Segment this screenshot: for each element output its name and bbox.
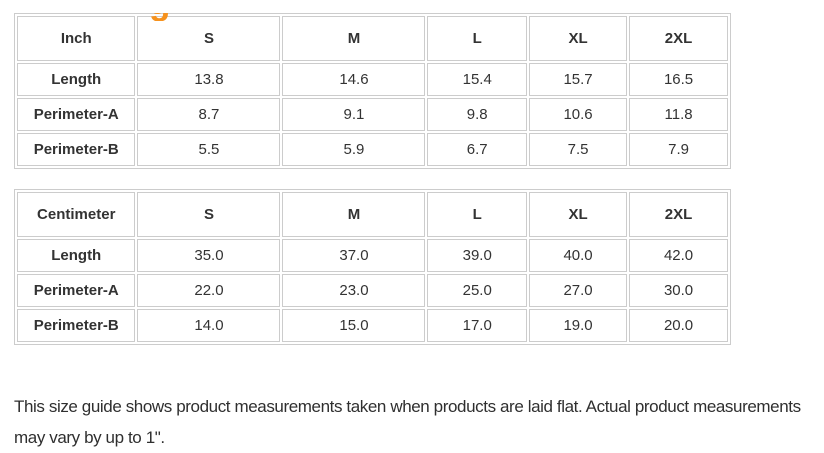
column-header-l: L bbox=[427, 16, 527, 61]
size-value: 6.7 bbox=[427, 133, 527, 166]
clipped-heading-glyph: g bbox=[149, 13, 170, 20]
size-value: 35.0 bbox=[137, 239, 281, 272]
size-value: 15.7 bbox=[529, 63, 628, 96]
column-header-m: M bbox=[282, 16, 426, 61]
column-header-2xl: 2XL bbox=[629, 16, 728, 61]
size-value: 14.0 bbox=[137, 309, 281, 342]
size-value: 15.0 bbox=[282, 309, 426, 342]
row-label: Perimeter-B bbox=[17, 133, 136, 166]
size-value: 13.8 bbox=[137, 63, 281, 96]
row-label: Perimeter-A bbox=[17, 274, 136, 307]
table-row-length: Length 13.8 14.6 15.4 15.7 16.5 bbox=[17, 63, 728, 96]
clipped-heading: g bbox=[148, 13, 178, 21]
size-value: 9.8 bbox=[427, 98, 527, 131]
size-value: 16.5 bbox=[629, 63, 728, 96]
centimeter-size-table: Centimeter S M L XL 2XL Length 35.0 37.0… bbox=[14, 189, 731, 345]
table-row-perimeter-b: Perimeter-B 5.5 5.9 6.7 7.5 7.9 bbox=[17, 133, 728, 166]
inch-size-table: Inch S M L XL 2XL Length 13.8 14.6 15.4 … bbox=[14, 13, 731, 169]
size-value: 8.7 bbox=[137, 98, 281, 131]
size-value: 20.0 bbox=[629, 309, 728, 342]
row-label: Perimeter-B bbox=[17, 309, 136, 342]
column-header-m: M bbox=[282, 192, 426, 237]
size-value: 40.0 bbox=[529, 239, 628, 272]
size-value: 30.0 bbox=[629, 274, 728, 307]
row-label: Perimeter-A bbox=[17, 98, 136, 131]
size-value: 11.8 bbox=[629, 98, 728, 131]
size-value: 14.6 bbox=[282, 63, 426, 96]
table-row-perimeter-a: Perimeter-A 8.7 9.1 9.8 10.6 11.8 bbox=[17, 98, 728, 131]
row-label: Length bbox=[17, 63, 136, 96]
size-value: 17.0 bbox=[427, 309, 527, 342]
size-value: 7.9 bbox=[629, 133, 728, 166]
size-guide-note: This size guide shows product measuremen… bbox=[14, 397, 801, 447]
unit-header-cell: Inch bbox=[17, 16, 136, 61]
size-value: 5.9 bbox=[282, 133, 426, 166]
table-header-row: Centimeter S M L XL 2XL bbox=[17, 192, 728, 237]
size-value: 27.0 bbox=[529, 274, 628, 307]
unit-header-cell: Centimeter bbox=[17, 192, 136, 237]
table-row-perimeter-b: Perimeter-B 14.0 15.0 17.0 19.0 20.0 bbox=[17, 309, 728, 342]
column-header-s: S bbox=[137, 16, 281, 61]
size-value: 42.0 bbox=[629, 239, 728, 272]
column-header-xl: XL bbox=[529, 16, 628, 61]
size-value: 37.0 bbox=[282, 239, 426, 272]
column-header-2xl: 2XL bbox=[629, 192, 728, 237]
size-value: 22.0 bbox=[137, 274, 281, 307]
size-value: 5.5 bbox=[137, 133, 281, 166]
size-value: 7.5 bbox=[529, 133, 628, 166]
column-header-l: L bbox=[427, 192, 527, 237]
size-value: 23.0 bbox=[282, 274, 426, 307]
column-header-xl: XL bbox=[529, 192, 628, 237]
size-value: 10.6 bbox=[529, 98, 628, 131]
table-header-row: Inch S M L XL 2XL bbox=[17, 16, 728, 61]
column-header-s: S bbox=[137, 192, 281, 237]
table-row-length: Length 35.0 37.0 39.0 40.0 42.0 bbox=[17, 239, 728, 272]
size-value: 9.1 bbox=[282, 98, 426, 131]
size-value: 15.4 bbox=[427, 63, 527, 96]
size-value: 25.0 bbox=[427, 274, 527, 307]
row-label: Length bbox=[17, 239, 136, 272]
size-value: 39.0 bbox=[427, 239, 527, 272]
size-value: 19.0 bbox=[529, 309, 628, 342]
table-row-perimeter-a: Perimeter-A 22.0 23.0 25.0 27.0 30.0 bbox=[17, 274, 728, 307]
